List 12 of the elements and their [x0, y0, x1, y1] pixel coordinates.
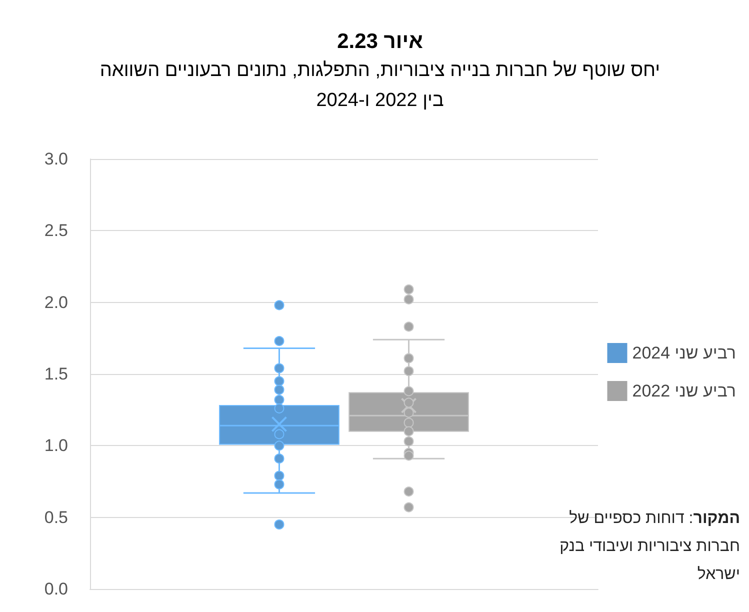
annotation: המקור: דוחות כספיים של חברות ציבוריות ועיבודי בנק ישראל	[558, 509, 740, 585]
chart-title: איור 2.23	[336, 30, 424, 54]
chart-subtitle: יחס שוטף של חברות בנייה ציבוריות, התפלגות, נתונים רבעוניים השוואה בין 2022 ו-2024	[98, 59, 662, 113]
legend-label: רביע שני 2022	[632, 382, 736, 400]
y-tick-label: 3.0	[44, 150, 68, 168]
y-tick-label: 1.0	[44, 436, 68, 456]
legend-label: רביע שני 2024	[632, 344, 736, 362]
y-tick-label: 2.0	[44, 292, 68, 312]
y-tick-label: 0.0	[44, 580, 68, 598]
y-tick-label: 2.5	[44, 221, 68, 240]
y-tick-label: 1.5	[44, 364, 68, 384]
y-tick-label: 0.5	[44, 508, 68, 527]
